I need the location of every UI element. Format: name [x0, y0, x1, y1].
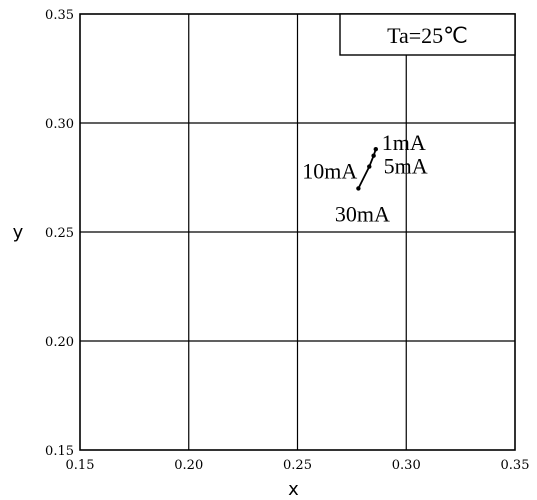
series-curve [357, 148, 377, 189]
y-tick-label: 0.15 [45, 444, 74, 459]
y-tick-label: 0.20 [45, 335, 74, 350]
grid-lines [80, 14, 515, 450]
data-point [356, 186, 361, 191]
data-label: 5mA [384, 154, 428, 179]
data-label: 30mA [335, 201, 390, 226]
x-tick-label: 0.25 [283, 458, 312, 473]
x-axis-title: x [288, 479, 299, 500]
x-tick-label: 0.30 [392, 458, 421, 473]
legend-condition-text: Ta=25℃ [387, 23, 468, 48]
legend: Ta=25℃ [339, 13, 516, 56]
data-label: 10mA [302, 159, 357, 184]
data-points [356, 146, 378, 191]
y-tick-label: 0.25 [45, 226, 74, 241]
legend-box [339, 13, 516, 56]
y-tick-label: 0.30 [45, 117, 74, 132]
data-point [373, 146, 378, 152]
data-point [367, 164, 372, 169]
x-tick-labels: 0.15 0.20 0.25 0.30 0.35 [66, 458, 530, 473]
y-tick-labels: 0.15 0.20 0.25 0.30 0.35 [45, 8, 74, 459]
y-axis-title: y [13, 222, 24, 243]
x-tick-label: 0.35 [501, 458, 530, 473]
data-point [371, 153, 376, 158]
y-tick-label: 0.35 [45, 8, 74, 23]
series-line [357, 148, 377, 189]
plot-area-frame [79, 13, 516, 451]
data-label: 1mA [382, 130, 426, 155]
x-tick-label: 0.15 [66, 458, 95, 473]
x-tick-label: 0.20 [174, 458, 203, 473]
